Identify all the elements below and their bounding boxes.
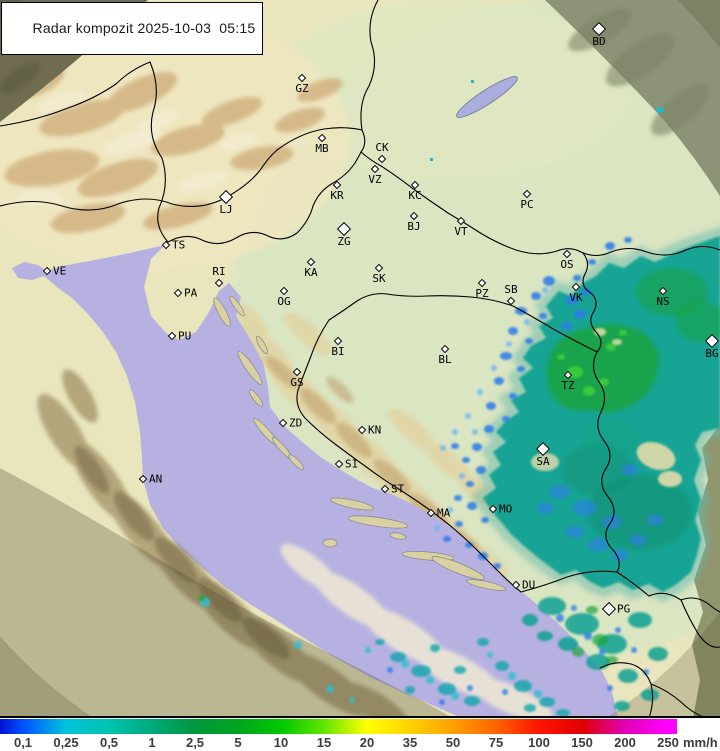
city-label: LJ [219, 203, 233, 216]
legend-tick-100: 100 [528, 735, 550, 750]
city-label: MA [437, 506, 451, 520]
legend-tick-labels: 0,1 0,25 0,5 1 2,5 5 10 15 20 35 50 75 100 150 200 250 [0, 735, 720, 751]
city-label: VT [454, 225, 468, 238]
city-label: PG [617, 602, 631, 616]
city-label: SB [504, 283, 518, 296]
title-bar: Radar kompozit 2025-10-03 05:15 [1, 2, 264, 55]
legend-tick-0,5: 0,5 [99, 735, 119, 750]
city-label: TZ [561, 379, 575, 392]
city-label: SK [372, 272, 386, 285]
map-graphics [0, 0, 720, 718]
map-bottom-frame [0, 716, 720, 718]
alps-terrain [0, 62, 343, 233]
legend-color-bar [0, 719, 677, 734]
adriatic-islands [213, 295, 506, 591]
legend-tick-0,25: 0,25 [53, 735, 79, 750]
legend-tick-50: 50 [445, 735, 461, 750]
city-label: DU [522, 578, 536, 592]
legend-tick-2,5: 2,5 [185, 735, 205, 750]
city-label: KC [408, 189, 422, 202]
legend-tick-250: 250 [657, 735, 679, 750]
out-of-range-top-right [545, 0, 720, 196]
city-label: PU [178, 329, 192, 343]
map-canvas: GZ BD MB CK VZ KR KC PC BJ VT ZG LJ TS VE RI PA PU OG KA SK… [0, 0, 720, 718]
page-title: Radar kompozit 2025-10-03 05:15 [32, 20, 256, 36]
city-label: GZ [295, 82, 309, 95]
radar-echoes [199, 226, 720, 717]
echo-bottom-scatter [199, 595, 570, 717]
city-label: ST [391, 482, 405, 496]
small-lakes [430, 80, 664, 161]
city-label: VZ [368, 173, 382, 186]
legend-tick-150: 150 [571, 735, 593, 750]
city-label: BL [438, 353, 452, 366]
echo-green-cores [546, 268, 720, 550]
city-label: BG [705, 347, 719, 360]
city-label: MB [315, 142, 329, 155]
legend-tick-20: 20 [359, 735, 375, 750]
legend-tick-10: 10 [273, 735, 289, 750]
city-label: BD [592, 35, 606, 48]
apennine-dark-ridges [74, 446, 290, 659]
city-label: SA [536, 455, 550, 468]
echo-dry-holes [531, 328, 682, 487]
city-label: SI [345, 457, 359, 471]
city-label: ZD [289, 416, 303, 430]
legend-tick-15: 15 [316, 735, 332, 750]
echo-south-scatter [522, 597, 668, 711]
city-label: GS [290, 376, 304, 389]
city-label: TS [172, 238, 186, 252]
city-label: BI [331, 345, 345, 358]
city-label: RI [212, 265, 226, 278]
legend-tick-75: 75 [488, 735, 504, 750]
city-label: VE [53, 264, 67, 278]
city-label: KR [330, 189, 344, 202]
echo-bright-green [557, 330, 627, 396]
city-label: KA [304, 266, 318, 279]
city-label: NS [656, 295, 670, 308]
lake-balaton [456, 76, 518, 118]
city-label: PC [520, 198, 534, 211]
adriatic-sea [12, 245, 618, 718]
city-label: ZG [337, 235, 351, 248]
legend-tick-1: 1 [148, 735, 156, 750]
city-label: OG [277, 295, 291, 308]
echo-light-blue-specks [434, 287, 548, 531]
legend-tick-5: 5 [234, 735, 242, 750]
city-label: AN [149, 472, 163, 486]
legend-tick-35: 35 [402, 735, 418, 750]
legend-unit: mm/h [683, 735, 718, 750]
legend-tick-0,1: 0,1 [13, 735, 33, 750]
city-label: CK [375, 141, 389, 154]
city-label: MO [499, 502, 513, 516]
out-of-range-right-strip [692, 425, 720, 718]
city-label: BJ [407, 220, 421, 233]
city-label: VK [569, 291, 583, 304]
city-label: PA [184, 286, 198, 300]
hungary-plain-tint [270, 0, 630, 180]
echo-blue-fringe [443, 237, 663, 569]
out-of-range-bottom-left [0, 468, 452, 718]
city-label: PZ [475, 287, 489, 300]
city-label: OS [560, 258, 574, 271]
legend-tick-200: 200 [614, 735, 636, 750]
city-label: KN [368, 423, 382, 437]
legend: 0,1 0,25 0,5 1 2,5 5 10 15 20 35 50 75 100 150 200 250 … [0, 718, 720, 751]
